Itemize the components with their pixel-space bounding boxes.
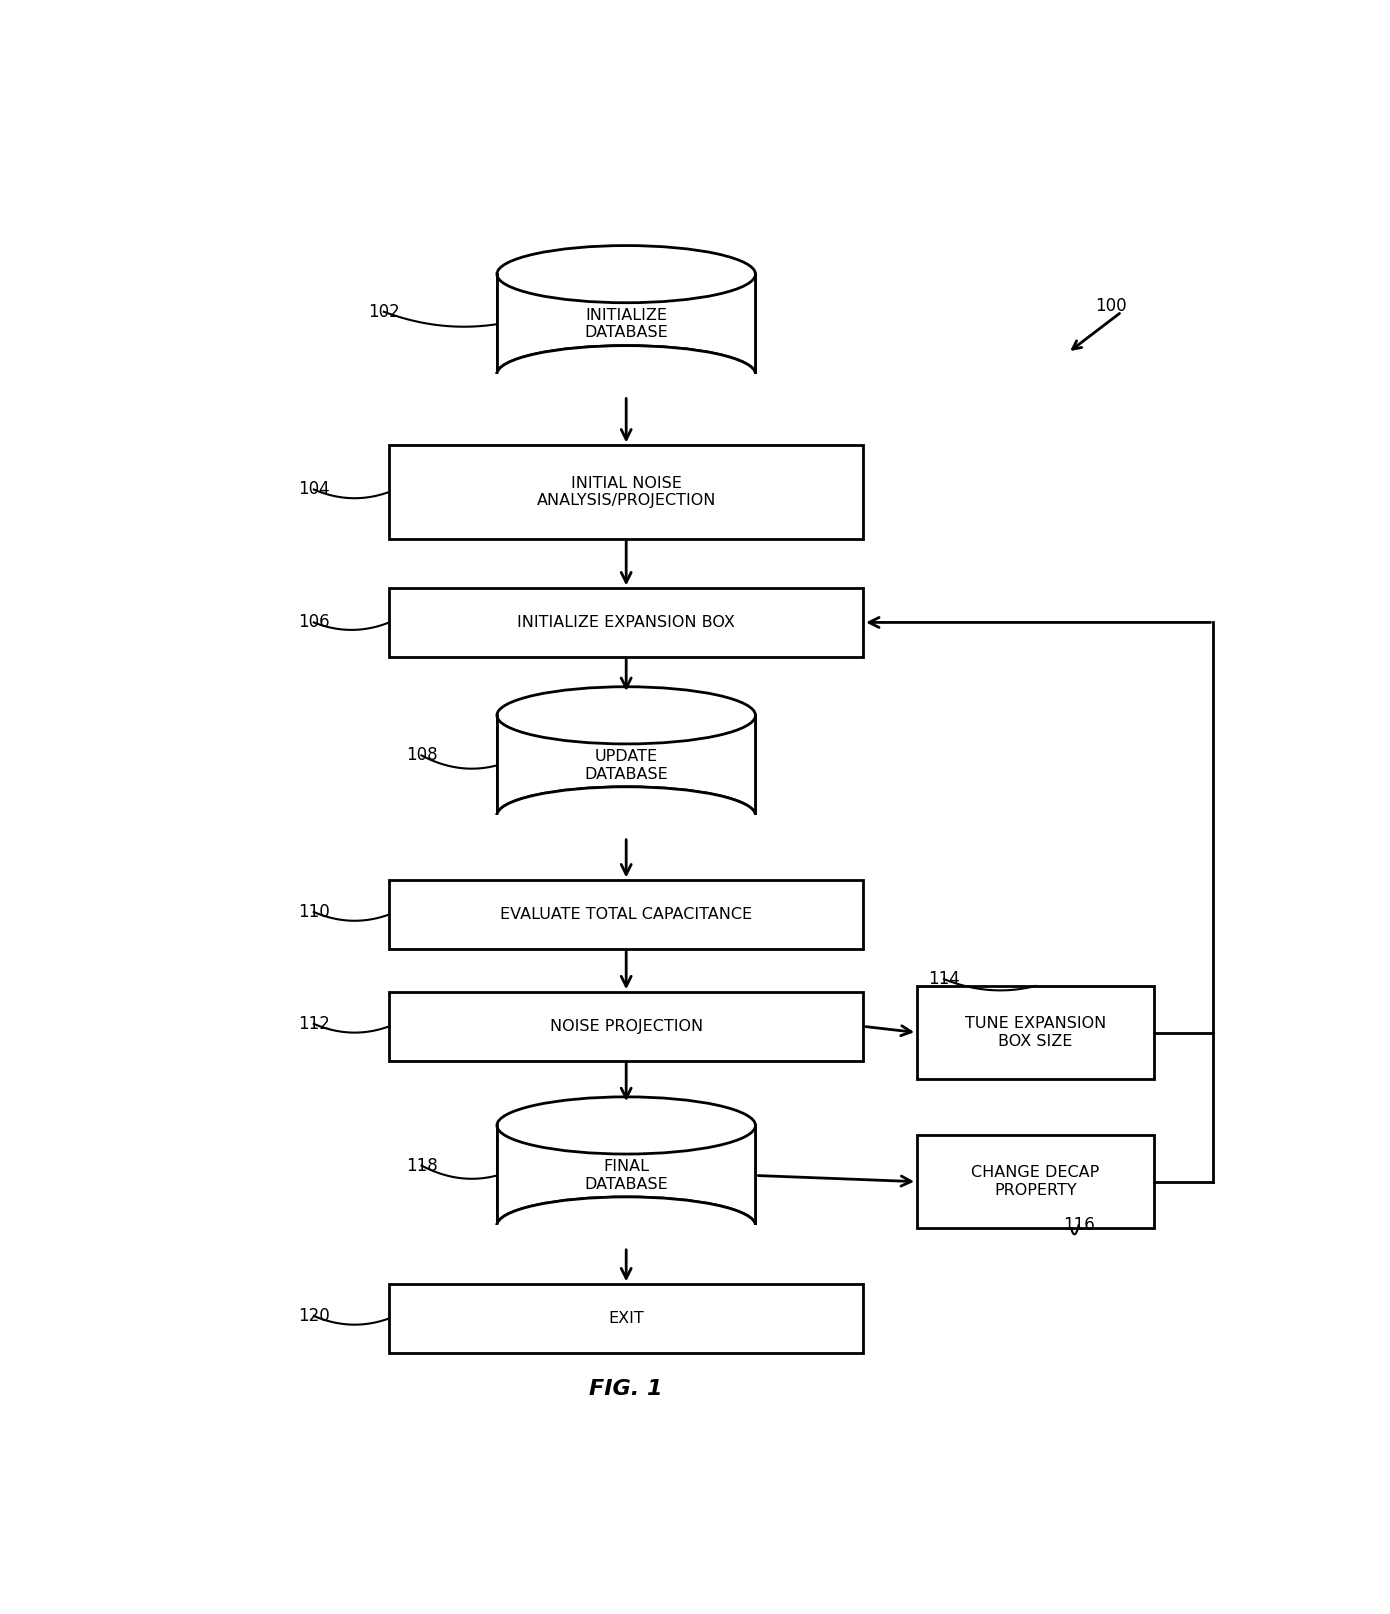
Bar bbox=[498, 715, 756, 815]
Text: 104: 104 bbox=[297, 481, 329, 499]
Text: INITIALIZE EXPANSION BOX: INITIALIZE EXPANSION BOX bbox=[517, 615, 735, 629]
Ellipse shape bbox=[498, 786, 756, 844]
Ellipse shape bbox=[498, 345, 756, 404]
Text: CHANGE DECAP
PROPERTY: CHANGE DECAP PROPERTY bbox=[972, 1165, 1099, 1198]
Bar bbox=[389, 1285, 863, 1353]
Text: 120: 120 bbox=[297, 1307, 329, 1325]
Text: 102: 102 bbox=[368, 303, 400, 321]
Text: 110: 110 bbox=[297, 902, 329, 922]
Text: EVALUATE TOTAL CAPACITANCE: EVALUATE TOTAL CAPACITANCE bbox=[500, 907, 752, 922]
Bar bbox=[389, 880, 863, 949]
Bar bbox=[495, 1225, 758, 1257]
Text: TUNE EXPANSION
BOX SIZE: TUNE EXPANSION BOX SIZE bbox=[965, 1017, 1106, 1049]
Ellipse shape bbox=[498, 345, 756, 404]
Text: 100: 100 bbox=[1095, 297, 1127, 315]
Bar bbox=[917, 986, 1154, 1080]
Ellipse shape bbox=[498, 1098, 756, 1154]
Text: NOISE PROJECTION: NOISE PROJECTION bbox=[549, 1018, 703, 1035]
Ellipse shape bbox=[498, 786, 756, 844]
Text: 118: 118 bbox=[406, 1157, 438, 1175]
Text: 112: 112 bbox=[297, 1015, 329, 1033]
Text: FIG. 1: FIG. 1 bbox=[589, 1380, 663, 1399]
Text: 114: 114 bbox=[929, 970, 960, 988]
Ellipse shape bbox=[498, 1198, 756, 1254]
Bar bbox=[495, 815, 758, 846]
Bar bbox=[498, 1125, 756, 1225]
Text: 108: 108 bbox=[406, 746, 438, 765]
Bar bbox=[389, 445, 863, 539]
Bar bbox=[389, 587, 863, 657]
Text: UPDATE
DATABASE: UPDATE DATABASE bbox=[584, 749, 669, 781]
Text: INITIAL NOISE
ANALYSIS/PROJECTION: INITIAL NOISE ANALYSIS/PROJECTION bbox=[537, 476, 716, 508]
Ellipse shape bbox=[498, 686, 756, 744]
Bar bbox=[495, 374, 758, 405]
Text: EXIT: EXIT bbox=[609, 1311, 644, 1325]
Text: 106: 106 bbox=[297, 613, 329, 631]
Text: 116: 116 bbox=[1063, 1217, 1094, 1235]
Text: INITIALIZE
DATABASE: INITIALIZE DATABASE bbox=[584, 308, 669, 341]
Ellipse shape bbox=[498, 1198, 756, 1254]
Text: FINAL
DATABASE: FINAL DATABASE bbox=[584, 1159, 669, 1191]
Bar bbox=[389, 993, 863, 1060]
Bar bbox=[498, 274, 756, 374]
Bar bbox=[917, 1135, 1154, 1228]
Ellipse shape bbox=[498, 245, 756, 303]
